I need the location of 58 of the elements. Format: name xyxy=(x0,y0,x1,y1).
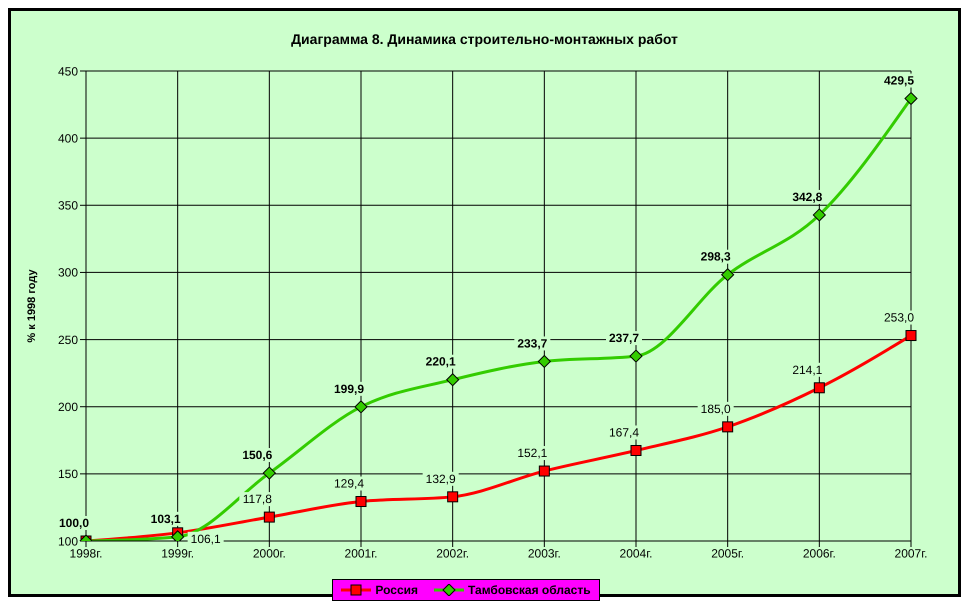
data-label: 342,8 xyxy=(792,190,823,204)
x-tick-label: 2006г. xyxy=(802,546,836,561)
data-label: 253,0 xyxy=(884,310,914,325)
y-tick-label: 150 xyxy=(58,467,78,482)
point xyxy=(906,330,916,342)
point xyxy=(446,373,460,386)
x-tick-label: 2003г. xyxy=(528,546,561,561)
data-label: 150,6 xyxy=(242,448,273,462)
y-tick-label: 400 xyxy=(58,131,78,146)
data-label: 132,9 xyxy=(426,472,456,486)
point xyxy=(171,530,184,541)
data-label: 199,9 xyxy=(334,382,364,396)
data-label: 429,5 xyxy=(884,74,914,88)
y-tick-label: 200 xyxy=(58,400,78,414)
point xyxy=(262,466,276,480)
data-label: 233,7 xyxy=(517,336,548,350)
x-tick-label: 2004г. xyxy=(620,546,652,561)
data-label: 106,1 xyxy=(190,532,222,546)
point xyxy=(904,92,918,106)
data-label: 214,1 xyxy=(792,362,823,377)
point xyxy=(722,421,734,432)
data-label: 152,1 xyxy=(517,446,548,460)
data-label: 100,0 xyxy=(58,516,90,530)
x-tick-label: 2002г. xyxy=(436,546,470,561)
point xyxy=(538,354,551,368)
y-axis-title: % к 1998 году xyxy=(26,268,38,343)
point xyxy=(356,496,366,508)
data-label: 103,1 xyxy=(150,512,182,526)
x-tick-label: 2005г. xyxy=(711,546,744,561)
data-label: 298,3 xyxy=(700,250,732,264)
point xyxy=(814,382,825,394)
y-tick-label: 300 xyxy=(58,266,78,280)
y-tick-label: 450 xyxy=(58,64,78,78)
legend-label: Россия xyxy=(374,583,418,597)
y-tick-label: 350 xyxy=(58,198,78,213)
data-label: 117,8 xyxy=(242,492,272,506)
data-label: 129,4 xyxy=(334,476,364,491)
point xyxy=(721,268,734,282)
point xyxy=(447,491,458,502)
point xyxy=(630,444,642,456)
data-label: 185,0 xyxy=(700,402,732,416)
x-tick-label: 2007г. xyxy=(894,546,928,561)
y-tick-label: 250 xyxy=(58,332,78,347)
point xyxy=(812,208,826,222)
point xyxy=(354,400,368,414)
point xyxy=(538,466,550,477)
chart-title: Диаграмма 8. Динамика строительно-монтажных работ xyxy=(290,30,679,49)
legend-label: Тамбовская область xyxy=(467,583,591,597)
data-label: 237,7 xyxy=(608,331,640,346)
x-tick-label: 2000г. xyxy=(252,546,286,561)
point xyxy=(264,512,275,523)
data-label: 220,1 xyxy=(426,354,456,369)
data-label: 167,4 xyxy=(608,425,640,440)
y-tick-label: 100 xyxy=(58,534,78,548)
point xyxy=(630,350,642,363)
x-tick-label: 2001г. xyxy=(344,546,378,561)
x-tick-label: 1998г. xyxy=(70,546,102,561)
x-tick-label: 1999г. xyxy=(161,546,194,561)
